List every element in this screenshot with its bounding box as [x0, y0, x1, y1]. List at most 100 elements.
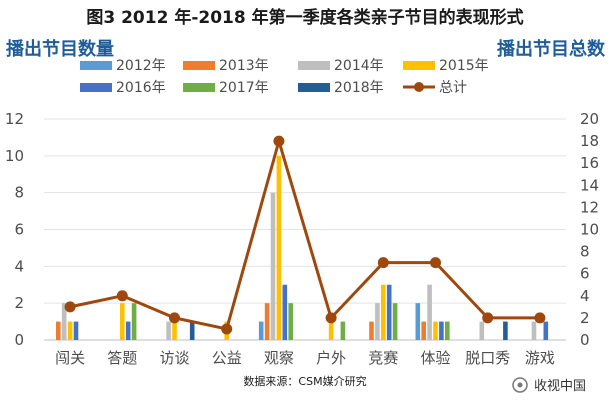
total-point [64, 301, 76, 313]
total-line [64, 135, 546, 335]
legend-label: 2013年 [219, 58, 269, 74]
legend-swatch [298, 83, 330, 92]
bar [276, 155, 282, 340]
legend-swatch [80, 61, 112, 70]
right-tick-label: 14 [580, 176, 599, 194]
total-series-line [69, 139, 540, 331]
bar [439, 321, 444, 340]
bar [369, 321, 374, 340]
legend-swatch [403, 61, 435, 70]
legend-line-marker [414, 82, 424, 92]
legend-label: 2014年 [334, 58, 384, 74]
bar [531, 321, 537, 340]
total-point [273, 135, 285, 147]
watermark-logo-icon [512, 377, 528, 393]
left-tick-label: 10 [5, 147, 24, 165]
bar [479, 321, 485, 340]
category-label: 公益 [212, 349, 242, 367]
bar [427, 284, 432, 340]
right-tick-label: 4 [580, 287, 590, 305]
bar [415, 303, 421, 340]
right-axis-title: 播出节目总数 [497, 38, 606, 60]
total-point [221, 323, 233, 335]
bar [258, 321, 264, 340]
right-tick-label: 16 [580, 154, 599, 172]
bar [270, 192, 276, 340]
bar [340, 321, 346, 340]
total-point [430, 257, 441, 269]
bar [120, 303, 125, 340]
category-label: 竞赛 [368, 349, 398, 367]
bar [445, 321, 450, 340]
left-tick-label: 0 [14, 331, 24, 349]
category-label: 访谈 [159, 349, 189, 367]
bar [264, 303, 270, 340]
bar [328, 321, 334, 340]
right-tick-label: 10 [580, 221, 599, 239]
bar [288, 303, 293, 340]
legend-label: 2017年 [219, 80, 269, 96]
bar [172, 321, 177, 340]
legend-swatch [183, 61, 215, 70]
total-point [325, 312, 337, 324]
right-tick-label: 2 [580, 309, 590, 327]
category-label: 体验 [420, 349, 450, 367]
bar [381, 284, 386, 340]
legend-swatch [183, 83, 215, 92]
category-label: 观察 [264, 349, 294, 367]
right-tick-label: 6 [580, 265, 590, 283]
left-tick-label: 8 [14, 184, 24, 202]
bar [131, 303, 137, 340]
legend-swatch [298, 61, 330, 70]
bar [421, 321, 426, 340]
watermark: 收视中国 [512, 377, 586, 394]
category-label: 闯关 [55, 349, 85, 367]
legend-swatch [80, 83, 112, 92]
chart-title: 图3 2012 年-2018 年第一季度各类亲子节目的表现形式 [86, 7, 523, 28]
bar [543, 321, 549, 340]
bar [56, 321, 61, 340]
bar [166, 321, 171, 340]
source-note: 数据来源：CSM媒介研究 [243, 374, 366, 388]
legend-label: 2012年 [116, 58, 166, 74]
legend: 2012年 2013年 2014年 2015年 2016年 2017年 2018年 总计 [80, 58, 489, 96]
category-label: 游戏 [525, 349, 555, 367]
left-tick-label: 12 [5, 110, 24, 128]
watermark-logo-icon-dot [517, 382, 523, 388]
legend-label: 2015年 [439, 58, 489, 74]
category-label: 脱口秀 [465, 349, 510, 367]
bar [375, 303, 380, 340]
bar [392, 303, 398, 340]
right-tick-label: 0 [580, 331, 590, 349]
left-tick-label: 6 [14, 221, 24, 239]
total-point [534, 312, 546, 324]
bar [503, 321, 508, 340]
left-tick-label: 4 [14, 257, 24, 275]
legend-label: 2016年 [116, 80, 166, 96]
bar [125, 321, 131, 340]
legend-label: 2018年 [334, 80, 384, 96]
left-tick-label: 2 [14, 294, 24, 312]
bar [189, 321, 195, 340]
left-axis-title: 播出节目数量 [6, 38, 114, 60]
gridlines [44, 118, 566, 341]
legend-label: 总计 [439, 80, 467, 96]
bar [386, 284, 392, 340]
bar [67, 321, 73, 340]
category-label: 答题 [107, 349, 137, 367]
total-point [116, 290, 128, 302]
total-point [482, 312, 494, 324]
right-tick-label: 18 [580, 132, 599, 150]
axis-ticks: 0 2 4 6 8 10 12 0 2 4 6 8 10 12 14 16 18 20 闯关 答题 访谈 公益 观察 户外 竞赛… [5, 110, 599, 367]
total-point [169, 312, 180, 324]
bar [433, 321, 438, 340]
bar [73, 321, 79, 340]
category-label: 户外 [316, 349, 346, 367]
bar [61, 303, 67, 340]
right-tick-label: 12 [580, 198, 599, 216]
total-point [377, 257, 389, 269]
bar-marks [56, 155, 549, 340]
right-tick-label: 20 [580, 110, 599, 128]
watermark-text: 收视中国 [534, 379, 586, 394]
